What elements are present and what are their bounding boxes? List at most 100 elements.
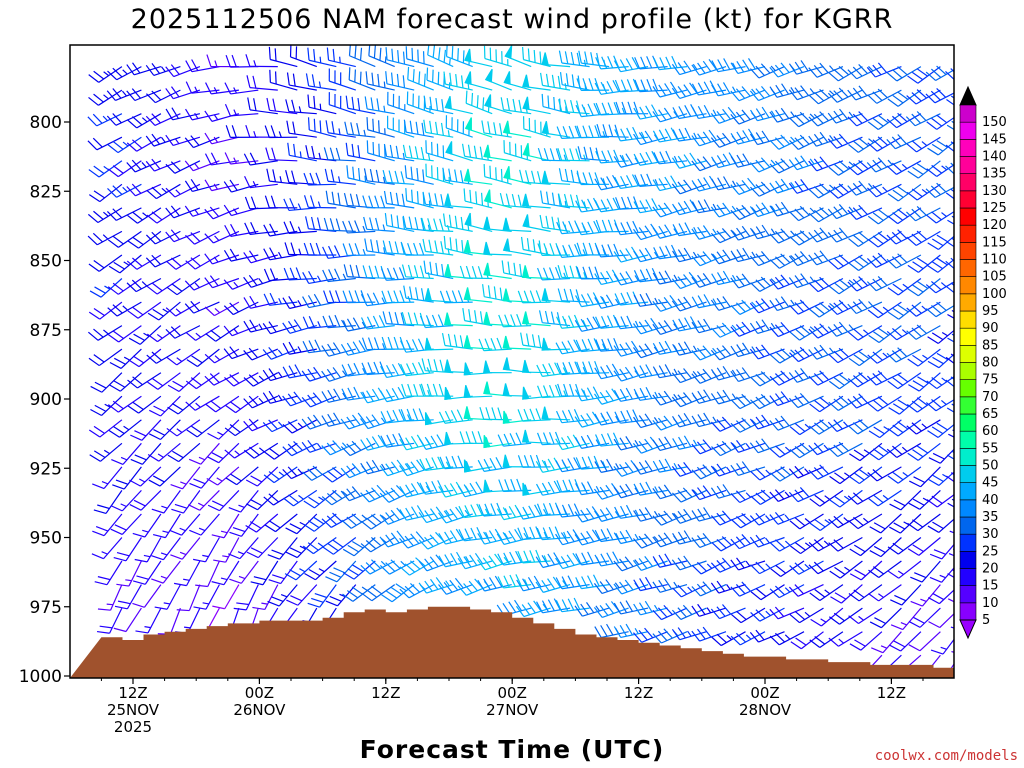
wind-barb [303, 195, 337, 209]
wind-barb [948, 429, 954, 441]
wind-barb [483, 216, 512, 232]
wind-barb [424, 412, 454, 426]
y-tick-label: 950 [30, 529, 62, 549]
wind-barb [691, 59, 727, 76]
wind-barb [615, 101, 649, 115]
wind-barb [205, 395, 240, 413]
wind-barb [866, 183, 902, 198]
wind-barb [594, 623, 629, 639]
wind-barb [419, 456, 454, 472]
wind-barb [927, 466, 954, 486]
wind-barb [614, 220, 649, 236]
wind-barb [399, 505, 434, 521]
wind-barb [691, 560, 727, 575]
wind-barb [847, 204, 883, 221]
wind-barb [575, 292, 610, 308]
x-tick-label: 00Z [245, 684, 274, 702]
wind-barb [788, 367, 824, 383]
wind-barb [127, 372, 162, 389]
wind-barb [382, 240, 415, 256]
wind-barb [730, 440, 766, 453]
wind-barb [594, 80, 629, 95]
wind-barb [303, 242, 337, 256]
wind-barb [484, 94, 512, 115]
wind-barb [477, 553, 512, 571]
wind-barb [671, 152, 707, 169]
x-tick-label: 12Z [877, 684, 906, 702]
wind-barb [425, 140, 454, 162]
wind-barb [405, 188, 434, 209]
wind-barb [749, 512, 785, 526]
wind-barb [769, 489, 805, 502]
colorbar-swatch [959, 224, 977, 243]
wind-barb [868, 419, 902, 439]
x-tick-label: 27NOV [486, 701, 539, 719]
wind-barb [361, 361, 395, 376]
wind-barb [521, 429, 551, 444]
wind-barb [185, 325, 220, 341]
wind-barb [596, 123, 629, 138]
wind-barb [828, 536, 863, 552]
wind-barb [730, 489, 766, 504]
wind-barb [363, 216, 395, 232]
wind-barb [438, 506, 473, 524]
wind-barb [652, 364, 688, 379]
wind-barb [126, 277, 162, 293]
wind-barb [652, 578, 688, 593]
wind-barb [438, 577, 473, 595]
wind-barb [132, 560, 162, 585]
wind-barb [322, 466, 357, 483]
wind-barb [710, 365, 746, 381]
wind-barb [750, 371, 785, 387]
wind-barb [184, 277, 220, 291]
wind-barb [868, 442, 902, 461]
wind-barb [946, 472, 954, 484]
wind-barb [169, 513, 201, 536]
wind-barb [403, 285, 434, 303]
wind-barb [827, 133, 863, 149]
wind-barb [88, 183, 123, 203]
wind-barb [502, 238, 532, 256]
wind-barb [710, 557, 746, 573]
wind-barb [364, 96, 395, 115]
colorbar-label: 125 [982, 201, 1007, 216]
wind-barb [652, 295, 688, 312]
wind-barb [341, 513, 376, 529]
wind-barb [769, 466, 805, 482]
wind-barb [112, 466, 142, 490]
wind-barb [889, 631, 922, 652]
wind-barb [342, 243, 376, 257]
wind-barb [282, 440, 318, 457]
wind-barb [106, 207, 142, 221]
wind-barb [96, 607, 123, 634]
wind-barb [691, 626, 727, 642]
source-credit[interactable]: coolwx.com/models [875, 748, 1018, 764]
wind-barb [186, 419, 220, 438]
wind-barb [204, 152, 239, 166]
wind-barb [926, 113, 954, 130]
wind-barb [906, 324, 941, 340]
wind-barb [517, 526, 551, 541]
wind-barb [193, 537, 220, 563]
wind-barb [126, 136, 162, 152]
wind-barb [633, 198, 668, 214]
wind-barb [243, 418, 279, 432]
wind-barb [418, 577, 454, 594]
wind-barb [379, 459, 415, 477]
wind-barb [769, 631, 805, 646]
wind-barb [808, 419, 844, 435]
wind-barb [399, 459, 434, 477]
wind-barb [224, 419, 259, 437]
wind-barb [379, 530, 415, 548]
wind-barb [906, 230, 941, 247]
wind-barb [614, 315, 649, 330]
wind-barb [886, 347, 922, 363]
wind-barb [484, 68, 512, 91]
wind-barb [535, 457, 571, 473]
wind-barb [671, 82, 707, 99]
wind-barb [557, 148, 590, 162]
wind-barb [847, 393, 883, 409]
wind-barb [145, 113, 181, 126]
wind-barb [93, 490, 123, 515]
wind-barb [652, 340, 688, 355]
